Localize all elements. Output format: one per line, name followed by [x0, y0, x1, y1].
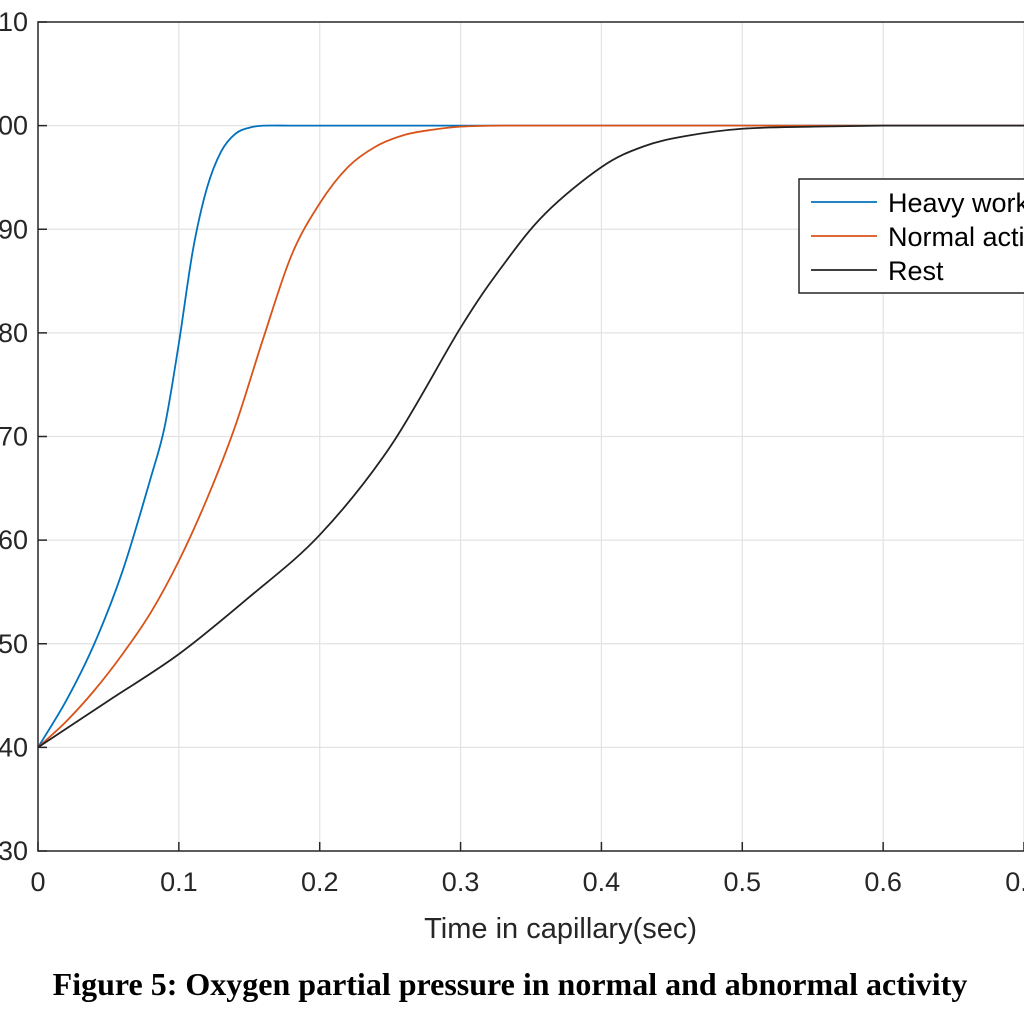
x-tick-label: 0.5	[724, 867, 762, 897]
x-tick-label: 0.2	[301, 867, 339, 897]
legend-label: Heavy work	[888, 188, 1024, 218]
x-tick-label: 0	[30, 867, 45, 897]
y-tick-label: 40	[0, 732, 28, 762]
x-tick-label: 0.6	[864, 867, 902, 897]
y-tick-label: 80	[0, 318, 28, 348]
x-tick-label: 0.7	[1005, 867, 1024, 897]
y-tick-label: 50	[0, 629, 28, 659]
x-axis-label: Time in capillary(sec)	[424, 913, 697, 945]
y-tick-label: 110	[0, 7, 28, 37]
y-tick-label: 70	[0, 422, 28, 452]
legend-label: Rest	[888, 256, 944, 286]
figure-caption: Figure 5: Oxygen partial pressure in nor…	[53, 966, 968, 1002]
legend: Heavy work Normal activity Rest	[798, 178, 1024, 294]
axis-ticks	[37, 21, 1024, 852]
y-tick-label: 60	[0, 525, 28, 555]
series-line-normal-activity	[37, 124, 1024, 749]
tick-labels: 0 0.1 0.2 0.3 0.4 0.5 0.6 0.7 30 40 50 60 70 80 90 100 1…	[0, 7, 1024, 897]
series-line-rest	[37, 124, 1024, 749]
y-tick-label: 30	[0, 836, 28, 866]
series-lines	[37, 124, 1024, 749]
x-tick-label: 0.1	[160, 867, 198, 897]
y-tick-label: 90	[0, 214, 28, 244]
y-tick-label: 100	[0, 111, 28, 141]
x-tick-label: 0.4	[583, 867, 621, 897]
x-tick-label: 0.3	[442, 867, 480, 897]
grid	[38, 22, 1024, 851]
legend-label: Normal activity	[888, 222, 1024, 252]
